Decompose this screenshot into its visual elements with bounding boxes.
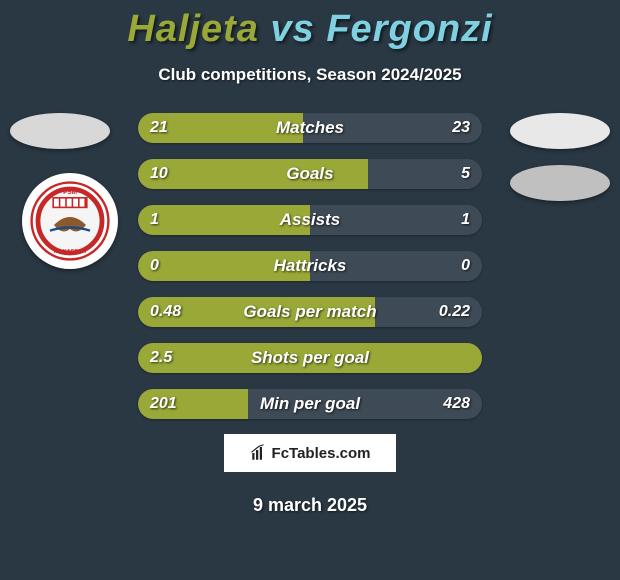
stat-row: 2123Matches (138, 113, 482, 143)
stat-value-right: 1 (461, 205, 470, 235)
club-badge-left: PSM MAKASSAR (22, 173, 118, 269)
stat-row: 00Hattricks (138, 251, 482, 281)
stat-row: 11Assists (138, 205, 482, 235)
comparison-title: Haljeta vs Fergonzi (0, 0, 620, 51)
svg-text:PSM: PSM (63, 189, 77, 196)
stat-value-left: 0.48 (150, 297, 181, 327)
branding-badge: FcTables.com (225, 435, 395, 471)
chart-icon (250, 444, 268, 462)
stat-row: 201428Min per goal (138, 389, 482, 419)
club-ellipse-right-1 (510, 113, 610, 149)
vs-label: vs (271, 8, 315, 50)
stat-row: 0.480.22Goals per match (138, 297, 482, 327)
stat-left-fill (138, 205, 310, 235)
stat-value-right: 428 (443, 389, 470, 419)
club-ellipse-left (10, 113, 110, 149)
stat-value-right: 0.22 (439, 297, 470, 327)
stat-value-left: 10 (150, 159, 168, 189)
svg-text:MAKASSAR: MAKASSAR (54, 249, 86, 255)
stat-value-right: 5 (461, 159, 470, 189)
stat-bars: 2123Matches105Goals11Assists00Hattricks0… (138, 113, 482, 419)
player2-name: Fergonzi (326, 8, 492, 50)
stat-value-left: 201 (150, 389, 177, 419)
subtitle: Club competitions, Season 2024/2025 (0, 65, 620, 85)
stat-value-right: 0 (461, 251, 470, 281)
club-ellipse-right-2 (510, 165, 610, 201)
content-area: PSM MAKASSAR 2123Matches105Goals11Assist… (0, 113, 620, 419)
date-label: 9 march 2025 (0, 495, 620, 516)
stat-left-fill (138, 159, 368, 189)
psm-badge-icon: PSM MAKASSAR (30, 181, 110, 261)
player1-name: Haljeta (127, 8, 259, 50)
branding-text: FcTables.com (272, 445, 371, 462)
stat-right-fill (310, 251, 482, 281)
stat-value-right: 23 (452, 113, 470, 143)
stat-row: 105Goals (138, 159, 482, 189)
stat-row: 2.5Shots per goal (138, 343, 482, 373)
stat-value-left: 2.5 (150, 343, 172, 373)
stat-value-left: 1 (150, 205, 159, 235)
stat-right-fill (310, 205, 482, 235)
stat-value-left: 0 (150, 251, 159, 281)
stat-left-fill (138, 343, 482, 373)
stat-left-fill (138, 251, 310, 281)
stat-value-left: 21 (150, 113, 168, 143)
